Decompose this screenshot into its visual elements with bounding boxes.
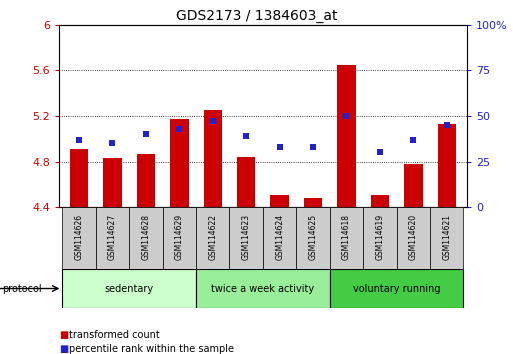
Bar xyxy=(170,119,189,207)
Text: GSM114629: GSM114629 xyxy=(175,214,184,260)
Bar xyxy=(330,207,363,269)
Text: GSM114619: GSM114619 xyxy=(376,214,384,260)
Text: ■: ■ xyxy=(59,344,68,354)
Text: GSM114626: GSM114626 xyxy=(74,214,84,260)
Bar xyxy=(129,207,163,269)
Bar xyxy=(270,195,289,207)
Text: GSM114624: GSM114624 xyxy=(275,214,284,260)
Bar xyxy=(137,154,155,207)
Text: GDS2173 / 1384603_at: GDS2173 / 1384603_at xyxy=(176,9,337,23)
Text: GSM114623: GSM114623 xyxy=(242,214,251,260)
Bar xyxy=(263,207,297,269)
Text: GSM114627: GSM114627 xyxy=(108,214,117,260)
Text: GSM114622: GSM114622 xyxy=(208,214,218,260)
Text: transformed count: transformed count xyxy=(69,330,160,339)
Bar xyxy=(196,269,330,308)
Bar xyxy=(397,207,430,269)
Text: GSM114620: GSM114620 xyxy=(409,214,418,260)
Bar xyxy=(229,207,263,269)
Bar xyxy=(304,198,322,207)
Bar xyxy=(204,110,222,207)
Bar xyxy=(63,269,196,308)
Bar xyxy=(103,158,122,207)
Text: GSM114621: GSM114621 xyxy=(442,214,451,260)
Text: GSM114628: GSM114628 xyxy=(142,214,150,260)
Bar xyxy=(371,195,389,207)
Bar xyxy=(70,149,88,207)
Bar xyxy=(63,207,96,269)
Bar xyxy=(404,164,423,207)
Text: voluntary running: voluntary running xyxy=(353,284,440,293)
Bar xyxy=(237,157,255,207)
Text: twice a week activity: twice a week activity xyxy=(211,284,314,293)
Bar xyxy=(96,207,129,269)
Bar xyxy=(363,207,397,269)
Bar xyxy=(430,207,463,269)
Bar xyxy=(337,65,356,207)
Bar xyxy=(330,269,463,308)
Text: percentile rank within the sample: percentile rank within the sample xyxy=(69,344,234,354)
Text: ■: ■ xyxy=(59,330,68,339)
Text: protocol: protocol xyxy=(3,284,42,293)
Bar xyxy=(196,207,229,269)
Bar xyxy=(438,124,456,207)
Bar xyxy=(297,207,330,269)
Bar xyxy=(163,207,196,269)
Text: GSM114625: GSM114625 xyxy=(308,214,318,260)
Text: GSM114618: GSM114618 xyxy=(342,214,351,260)
Text: sedentary: sedentary xyxy=(105,284,154,293)
